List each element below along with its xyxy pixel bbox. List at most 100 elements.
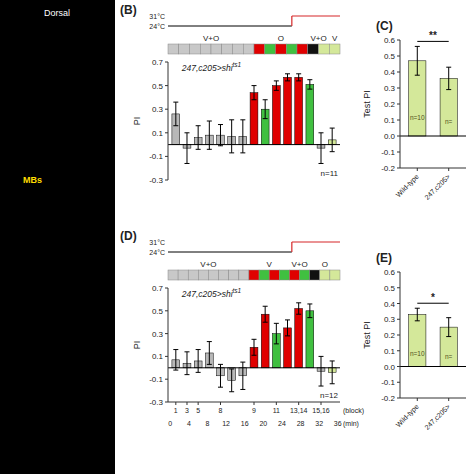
protocol-segment <box>168 44 179 54</box>
protocol-label: O <box>322 260 328 269</box>
bar <box>295 309 303 368</box>
plot-area <box>409 308 458 366</box>
y-tick <box>165 156 168 157</box>
error-line <box>231 369 232 392</box>
temp-low-line <box>168 252 292 253</box>
x-tick <box>417 398 418 401</box>
error-line <box>298 303 299 314</box>
significance-label: ** <box>429 30 437 41</box>
protocol-label: V <box>332 34 338 43</box>
protocol-segment <box>254 44 265 54</box>
protocol-segment <box>168 270 178 280</box>
x2-tick-label: 4 <box>187 420 191 427</box>
error-cap <box>319 356 324 357</box>
error-line <box>321 356 322 386</box>
y-tick <box>165 109 168 110</box>
image-strip: Dorsal MBs <box>0 0 115 474</box>
y-axis-label: Test PI <box>362 321 372 349</box>
error-line <box>209 342 210 365</box>
x-tick-label: 13,14 <box>290 407 308 414</box>
y-tick <box>165 85 168 86</box>
image-label: MBs <box>23 175 42 185</box>
error-cap <box>229 391 234 392</box>
protocol-segment <box>286 44 297 54</box>
error-cap <box>229 119 234 120</box>
error-line <box>448 318 449 337</box>
error-line <box>276 323 277 344</box>
y-tick <box>165 62 168 63</box>
x2-tick-label: 0 <box>168 420 172 427</box>
error-cap <box>173 349 178 350</box>
y-tick <box>397 104 400 105</box>
x-tick <box>448 168 449 171</box>
bar <box>306 311 314 368</box>
error-line <box>198 350 199 373</box>
error-bar <box>229 369 234 392</box>
error-line <box>287 320 288 336</box>
error-cap <box>307 89 312 90</box>
protocol-segment <box>239 270 249 280</box>
error-cap <box>296 314 301 315</box>
y-tick <box>165 402 168 403</box>
temp-switch <box>291 242 292 252</box>
error-line <box>309 304 310 318</box>
protocol-segment <box>320 270 330 280</box>
protocol-label: O <box>278 34 284 43</box>
error-cap <box>184 351 189 352</box>
y-tick-label: 0.5 <box>152 307 164 316</box>
error-cap <box>218 145 223 146</box>
y-tick-label: -0.2 <box>381 164 395 173</box>
protocol-segment <box>211 44 222 54</box>
error-bar <box>184 352 189 375</box>
y-tick <box>397 136 400 137</box>
error-cap <box>240 389 245 390</box>
error-cap <box>330 383 335 384</box>
error-bar <box>252 339 257 355</box>
y-axis-line <box>168 62 169 180</box>
x2-tick-label: 20 <box>259 420 267 427</box>
y-tick <box>397 88 400 89</box>
y-tick-label: 0.4 <box>384 300 396 309</box>
error-bar <box>196 350 201 373</box>
image-label: Dorsal <box>44 8 70 18</box>
y-tick <box>165 288 168 289</box>
temp-label: 24°C <box>149 23 165 30</box>
error-bar <box>263 306 268 322</box>
y-tick-label: -0.3 <box>149 176 163 185</box>
error-line <box>242 120 243 153</box>
protocol-segment <box>190 44 201 54</box>
n-label: n=12 <box>320 391 339 400</box>
bar <box>306 84 314 144</box>
error-bar <box>285 74 290 81</box>
error-bar <box>296 74 301 81</box>
error-bar <box>196 126 201 150</box>
error-cap <box>218 364 223 365</box>
error-line <box>321 133 322 164</box>
error-cap <box>240 362 245 363</box>
error-cap <box>415 75 420 76</box>
y-axis-line <box>168 288 169 402</box>
error-cap <box>229 152 234 153</box>
n-label: n=11 <box>321 169 339 178</box>
x-tick-label: 8 <box>219 407 223 414</box>
x-tick-label: 9 <box>252 407 256 414</box>
error-cap <box>446 317 451 318</box>
protocol-segment <box>329 44 340 54</box>
error-cap <box>218 387 223 388</box>
y-tick-label: -0.2 <box>381 394 395 403</box>
y-tick-label: -0.1 <box>381 148 395 157</box>
y-tick-label: 0.3 <box>384 84 396 93</box>
protocol-segment <box>330 270 340 280</box>
y-tick <box>397 319 400 320</box>
y-tick <box>397 168 400 169</box>
plot-area <box>172 74 336 164</box>
error-cap <box>240 152 245 153</box>
error-cap <box>274 343 279 344</box>
y-tick-label: 0.6 <box>384 268 396 277</box>
panel-label: (B) <box>120 3 137 17</box>
y-tick <box>397 382 400 383</box>
y-tick-label: -0.1 <box>381 378 395 387</box>
error-line <box>265 306 266 322</box>
error-cap <box>252 355 257 356</box>
protocol-segment <box>310 270 320 280</box>
